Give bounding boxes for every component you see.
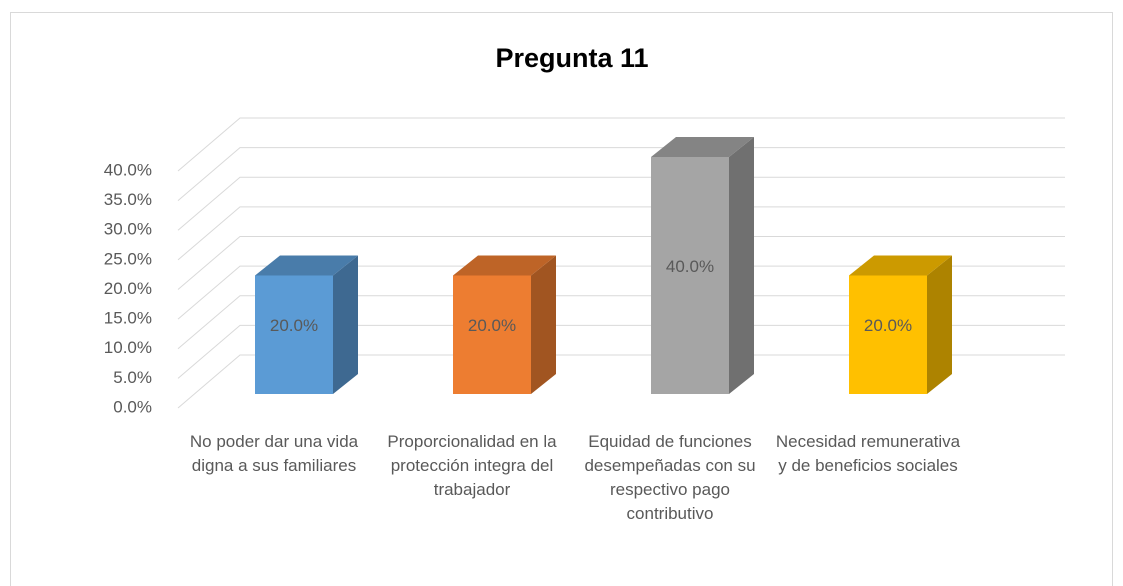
grid-line	[177, 117, 1065, 172]
y-tick-label: 30.0%	[104, 220, 152, 239]
x-tick-label: Proporcionalidad en la protección integr…	[387, 432, 557, 499]
grid-line	[177, 324, 1065, 379]
y-tick-label: 15.0%	[104, 309, 152, 328]
y-tick-label: 35.0%	[104, 190, 152, 209]
y-tick-label: 5.0%	[113, 368, 152, 387]
bar-top	[453, 255, 556, 276]
grid-line	[177, 206, 1065, 261]
grid-line	[177, 236, 1065, 290]
data-label: 20.0%	[270, 316, 318, 335]
x-tick-label: Necesidad remunerativa y de beneficios s…	[775, 432, 961, 475]
y-tick-label: 10.0%	[104, 338, 152, 357]
bar	[255, 275, 333, 394]
grid-line	[177, 265, 1065, 320]
bar	[453, 275, 531, 394]
data-label: 40.0%	[666, 257, 714, 276]
bar	[651, 157, 729, 394]
bar-side	[333, 255, 358, 394]
data-label: 20.0%	[864, 316, 912, 335]
grid-line	[177, 176, 1065, 231]
grid-line	[177, 295, 1065, 350]
bar-side	[729, 137, 754, 394]
x-tick-label: Equidad de funciones desempeñadas con su…	[584, 432, 756, 523]
bar-side	[927, 255, 952, 394]
grid-line	[177, 147, 1065, 202]
bar-side	[531, 255, 556, 394]
y-tick-label: 40.0%	[104, 160, 152, 179]
bar-top	[651, 137, 754, 157]
grid-line	[177, 354, 1065, 409]
bar-top	[849, 255, 952, 276]
y-tick-label: 25.0%	[104, 249, 152, 268]
x-tick-label: No poder dar una vida digna a sus famili…	[189, 432, 359, 475]
y-tick-label: 0.0%	[113, 397, 152, 416]
y-tick-label: 20.0%	[104, 279, 152, 298]
data-label: 20.0%	[468, 316, 516, 335]
bar-top	[255, 255, 358, 276]
bar	[849, 275, 927, 394]
chart-title: Pregunta 11	[495, 43, 648, 73]
